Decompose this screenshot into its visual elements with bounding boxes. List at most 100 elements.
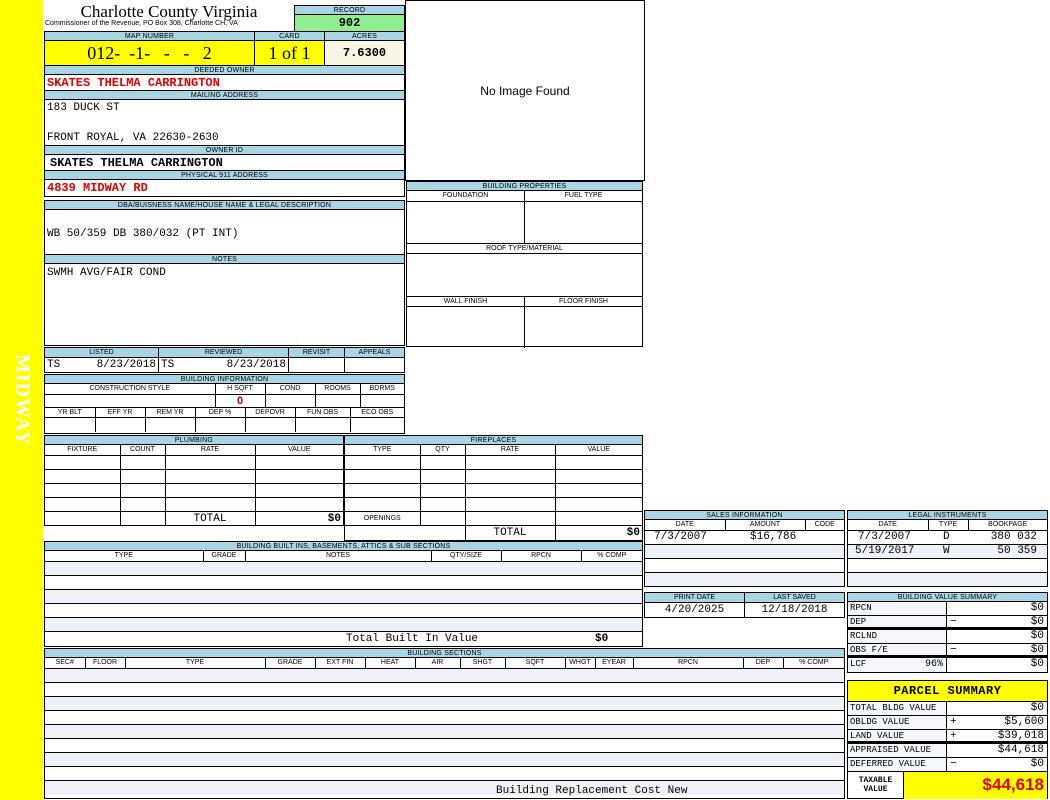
sign: −: [950, 644, 957, 656]
last-saved-label: LAST SAVED: [744, 592, 845, 603]
fireplace-row: [345, 454, 642, 470]
fireplaces-label: FIREPLACES: [345, 436, 642, 445]
review-row: LISTED REVIEWED REVISIT APPEALS TS 8/23/2018…: [44, 347, 405, 373]
sales-row: [645, 559, 844, 573]
plumbing-total-label: TOTAL: [164, 510, 256, 526]
legal-row: [848, 559, 1047, 573]
summary-row-value: − $0: [947, 644, 1047, 656]
rooms-header: ROOMS: [314, 384, 361, 395]
last-saved-date: 12/18/2018: [744, 602, 845, 618]
map-number-label: MAP NUMBER: [45, 32, 254, 41]
foundation-value: [407, 200, 525, 244]
card-cell: CARD 1 of 1: [255, 32, 325, 65]
section-header: SEC#: [45, 658, 86, 669]
sales-amount-header: AMOUNT: [724, 520, 806, 531]
property-image: No Image Found: [405, 0, 645, 181]
summary-row-value: + $39,018: [947, 730, 1047, 742]
building-section-row: [45, 767, 844, 781]
owner-id-label: OWNER ID: [45, 146, 404, 155]
legal-bookpage: 380 032: [990, 530, 1037, 543]
building-value-summary: BUILDING VALUE SUMMARY RPCN $0 DEP − $0 RCLND…: [847, 592, 1048, 673]
plumbing-label: PLUMBING: [45, 436, 343, 445]
summary-row-value: $0: [947, 702, 1047, 715]
amount: $0: [1030, 702, 1044, 714]
fuel-type-label: FUEL TYPE: [524, 191, 642, 202]
parcel-row: APPRAISED VALUE $44,618: [848, 744, 1047, 758]
fireplace-total: $0: [554, 524, 642, 540]
roof-value: [407, 254, 642, 297]
hsqft-header: H SQFT: [214, 384, 266, 395]
eco-obs-header: ECO OBS: [349, 407, 404, 418]
sales-date-header: DATE: [645, 520, 726, 531]
amount: $39,018: [997, 730, 1044, 742]
legal-date-header: DATE: [848, 520, 929, 531]
physical-address-label: PHYSICAL 911 ADDRESS: [45, 171, 404, 180]
plumbing-total: $0: [327, 512, 341, 525]
sales-row: [645, 572, 844, 586]
yr-blt-value: [45, 417, 96, 432]
amount: $0: [1030, 630, 1044, 642]
bi-comp-header: % COMP: [580, 551, 642, 562]
built-ins-section: BUILDING BUILT INS, BASEMENTS, ATTICS & …: [44, 541, 643, 647]
bdrms-header: BDRMS: [359, 384, 404, 395]
legal-type: D: [943, 530, 950, 543]
fireplace-row: [345, 482, 642, 498]
row-name: OBS F/E: [850, 645, 888, 655]
section-header: FLOOR: [84, 658, 126, 669]
plumbing-row: [45, 454, 343, 470]
fun-obs-header: FUN OBS: [294, 407, 351, 418]
building-info-label: BUILDING INFORMATION: [45, 375, 404, 384]
page-subtitle: Commissioner of the Revenue, PO Box 308,…: [45, 20, 238, 27]
listed-by: TS: [47, 359, 61, 371]
row-name: TOTAL BLDG VALUE: [850, 703, 937, 713]
map-row: MAP NUMBER 012- -1- - - 2 CARD 1 of 1 ACRE…: [44, 31, 405, 66]
summary-row-value: + $5,600: [947, 716, 1047, 729]
parcel-summary-label: PARCEL SUMMARY: [848, 681, 1047, 702]
building-section-row: [45, 739, 844, 753]
sign: −: [950, 758, 957, 770]
summary-row-label: LCF 96%: [848, 658, 947, 672]
legal-instruments: LEGAL INSTRUMENTS DATE TYPE BOOKPAGE 7/3/2…: [847, 510, 1048, 587]
building-information: BUILDING INFORMATION CONSTRUCTION STYLE H…: [44, 374, 405, 434]
row-name: LAND VALUE: [850, 731, 905, 741]
floor-finish-value: [524, 306, 642, 348]
page-title: Charlotte County Virginia: [80, 2, 258, 21]
fireplace-total-label: TOTAL: [464, 524, 555, 540]
section-header: TYPE: [124, 658, 266, 669]
openings-label: OPENINGS: [345, 510, 421, 526]
section-header: EYEAR: [594, 658, 634, 669]
row-name: DEFERRED VALUE: [850, 759, 926, 769]
amount: $44,618: [997, 744, 1044, 756]
construction-style-header: CONSTRUCTION STYLE: [45, 384, 216, 395]
no-image-text: No Image Found: [480, 83, 570, 98]
fp-qty-header: QTY: [419, 445, 466, 456]
row-name: DEP: [850, 617, 867, 627]
legal-row: 5/19/2017 W 50 359: [848, 544, 1047, 559]
deeded-owner: SKATES THELMA CARRINGTON: [45, 75, 404, 91]
legal-row: [848, 572, 1047, 586]
side-strip: MIDWAY: [0, 0, 43, 800]
card-label: CARD: [255, 32, 324, 41]
value-summary-label: BUILDING VALUE SUMMARY: [848, 593, 1047, 602]
bi-qty-header: QTY/SIZE: [430, 551, 502, 562]
section-header: HEAT: [364, 658, 416, 669]
sales-information: SALES INFORMATION DATE AMOUNT CODE 7/3/200…: [644, 510, 845, 587]
summary-row-label: APPRAISED VALUE: [848, 744, 947, 757]
appeals-value: [344, 357, 405, 373]
row-name: LCF: [850, 659, 867, 669]
lcf-percent: 96%: [924, 659, 943, 670]
print-date: 4/20/2025: [644, 602, 745, 618]
summary-row-label: RPCN: [848, 602, 947, 615]
acres-label: ACRES: [325, 32, 404, 41]
fun-obs-value: [294, 417, 351, 432]
rate-header: RATE: [164, 445, 256, 456]
parcel-row: LAND VALUE + $39,018: [848, 730, 1047, 744]
legal-bookpage-header: BOOKPAGE: [967, 520, 1047, 531]
legal-label: LEGAL INSTRUMENTS: [848, 511, 1047, 520]
section-header: GRADE: [264, 658, 316, 669]
map-number-cell: MAP NUMBER 012- -1- - - 2: [45, 32, 255, 65]
plumbing-row: [45, 496, 343, 512]
built-ins-label: BUILDING BUILT INS, BASEMENTS, ATTICS & …: [45, 542, 642, 551]
summary-row-label: RCLND: [848, 630, 947, 643]
bi-notes-header: NOTES: [244, 551, 432, 562]
